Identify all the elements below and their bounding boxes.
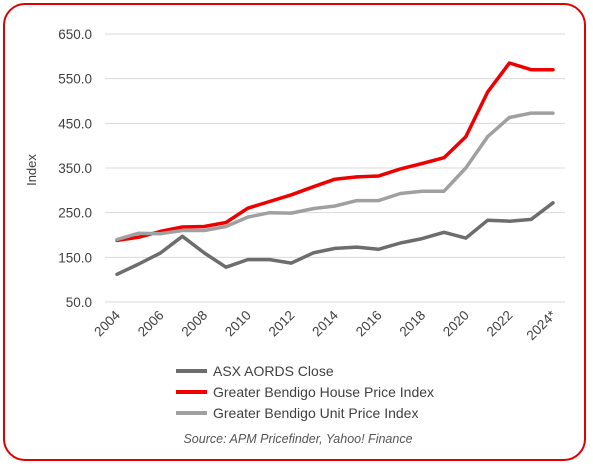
y-tick-label: 650.0 bbox=[58, 27, 92, 42]
x-tick-label: 2018 bbox=[396, 308, 428, 340]
x-axis-ticks: 2004 2006 2008 2010 2012 2014 2016 2018 2020 2022… bbox=[91, 307, 559, 343]
y-axis-label: Index bbox=[24, 154, 39, 186]
legend-label: Greater Bendigo Unit Price Index bbox=[213, 405, 418, 421]
x-tick-label: 2024* bbox=[524, 307, 560, 343]
x-tick-label: 2006 bbox=[135, 308, 167, 340]
series-lines bbox=[115, 61, 555, 277]
x-tick-label: 2010 bbox=[222, 308, 254, 340]
y-tick-label: 150.0 bbox=[58, 250, 92, 265]
y-tick-label: 250.0 bbox=[58, 206, 92, 221]
y-tick-label: 350.0 bbox=[58, 161, 92, 176]
x-tick-label: 2020 bbox=[440, 308, 472, 340]
legend-item: Greater Bendigo House Price Index bbox=[176, 384, 434, 400]
series-line bbox=[115, 201, 555, 277]
y-tick-label: 450.0 bbox=[58, 116, 92, 131]
legend-item: Greater Bendigo Unit Price Index bbox=[176, 405, 418, 421]
y-tick-label: 50.0 bbox=[66, 295, 92, 310]
x-tick-label: 2016 bbox=[353, 308, 385, 340]
chart-frame bbox=[3, 3, 586, 461]
x-tick-label: 2022 bbox=[484, 308, 516, 340]
legend-item: ASX AORDS Close bbox=[176, 363, 334, 379]
legend: ASX AORDS Close Greater Bendigo House Pri… bbox=[176, 363, 434, 421]
source-note: Source: APM Pricefinder, Yahoo! Finance bbox=[183, 432, 412, 446]
x-tick-label: 2012 bbox=[266, 308, 298, 340]
x-tick-label: 2008 bbox=[178, 308, 210, 340]
y-tick-label: 550.0 bbox=[58, 72, 92, 87]
legend-label: ASX AORDS Close bbox=[213, 363, 334, 379]
gridlines bbox=[105, 33, 565, 303]
y-axis-ticks: 50.0 150.0 250.0 350.0 450.0 550.0 650.0 bbox=[58, 27, 92, 310]
legend-label: Greater Bendigo House Price Index bbox=[213, 384, 434, 400]
x-tick-label: 2004 bbox=[91, 307, 123, 339]
x-tick-label: 2014 bbox=[309, 307, 341, 339]
series-line bbox=[115, 61, 555, 243]
series-line bbox=[115, 111, 555, 242]
